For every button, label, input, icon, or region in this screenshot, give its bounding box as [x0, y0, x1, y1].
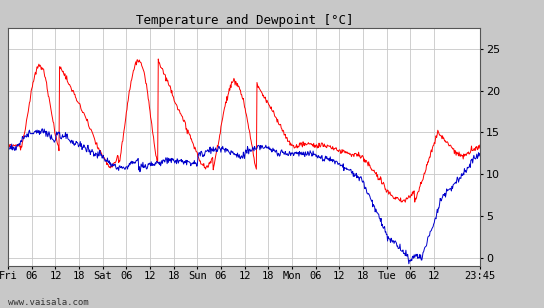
Text: www.vaisala.com: www.vaisala.com	[8, 298, 89, 307]
Title: Temperature and Dewpoint [°C]: Temperature and Dewpoint [°C]	[135, 14, 353, 26]
